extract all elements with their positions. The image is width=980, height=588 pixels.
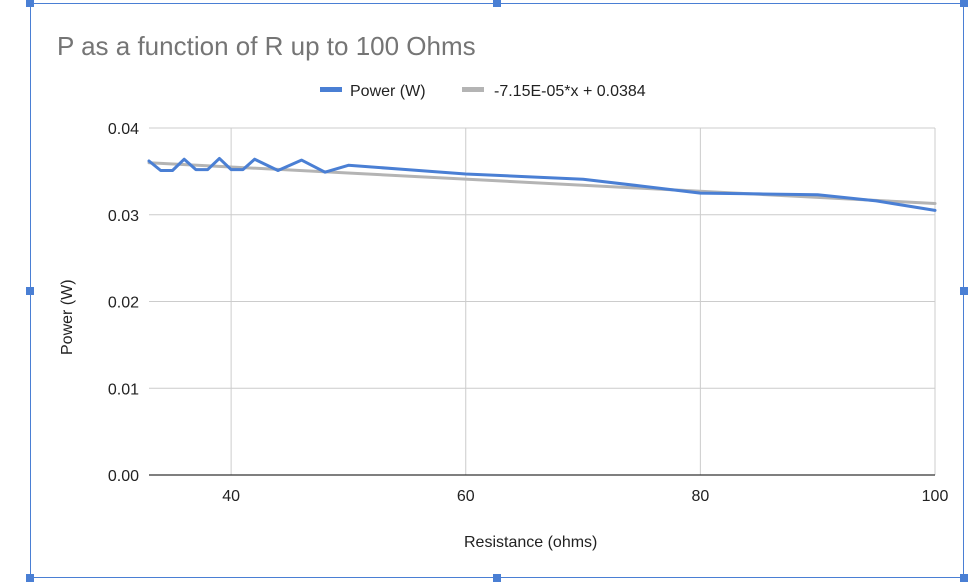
legend: Power (W) -7.15E-05*x + 0.0384 <box>320 83 646 100</box>
y-tick-label: 0.03 <box>108 208 139 225</box>
resize-handle-bottom-center[interactable] <box>493 574 501 582</box>
legend-swatch-trendline <box>462 87 484 92</box>
resize-handle-top-left[interactable] <box>26 0 34 7</box>
legend-swatch-power <box>320 87 342 92</box>
trendline <box>147 161 937 205</box>
gridlines <box>149 127 936 476</box>
series-layer <box>147 156 937 212</box>
series-line-power <box>147 156 937 212</box>
resize-handle-bottom-left[interactable] <box>26 574 34 582</box>
y-axis-ticks: 0.00 0.01 0.02 0.03 0.04 <box>108 121 139 485</box>
resize-handle-mid-right[interactable] <box>960 287 968 295</box>
y-tick-label: 0.02 <box>108 295 139 312</box>
resize-handle-bottom-right[interactable] <box>960 574 968 582</box>
resize-handle-mid-left[interactable] <box>26 287 34 295</box>
x-tick-label: 60 <box>457 488 475 505</box>
chart-title: P as a function of R up to 100 Ohms <box>57 31 476 61</box>
y-tick-label: 0.01 <box>108 381 139 398</box>
x-tick-label: 40 <box>222 488 240 505</box>
legend-label-trendline: -7.15E-05*x + 0.0384 <box>494 83 646 100</box>
y-axis-title: Power (W) <box>59 279 76 355</box>
y-tick-label: 0.00 <box>108 468 139 485</box>
x-tick-label: 80 <box>691 488 709 505</box>
legend-label-power: Power (W) <box>350 83 426 100</box>
y-tick-label: 0.04 <box>108 121 139 138</box>
x-axis-title: Resistance (ohms) <box>464 534 597 551</box>
resize-handle-top-right[interactable] <box>960 0 968 7</box>
x-axis-ticks: 40 60 80 100 <box>222 488 948 505</box>
resize-handle-top-center[interactable] <box>493 0 501 7</box>
x-tick-label: 100 <box>922 488 949 505</box>
